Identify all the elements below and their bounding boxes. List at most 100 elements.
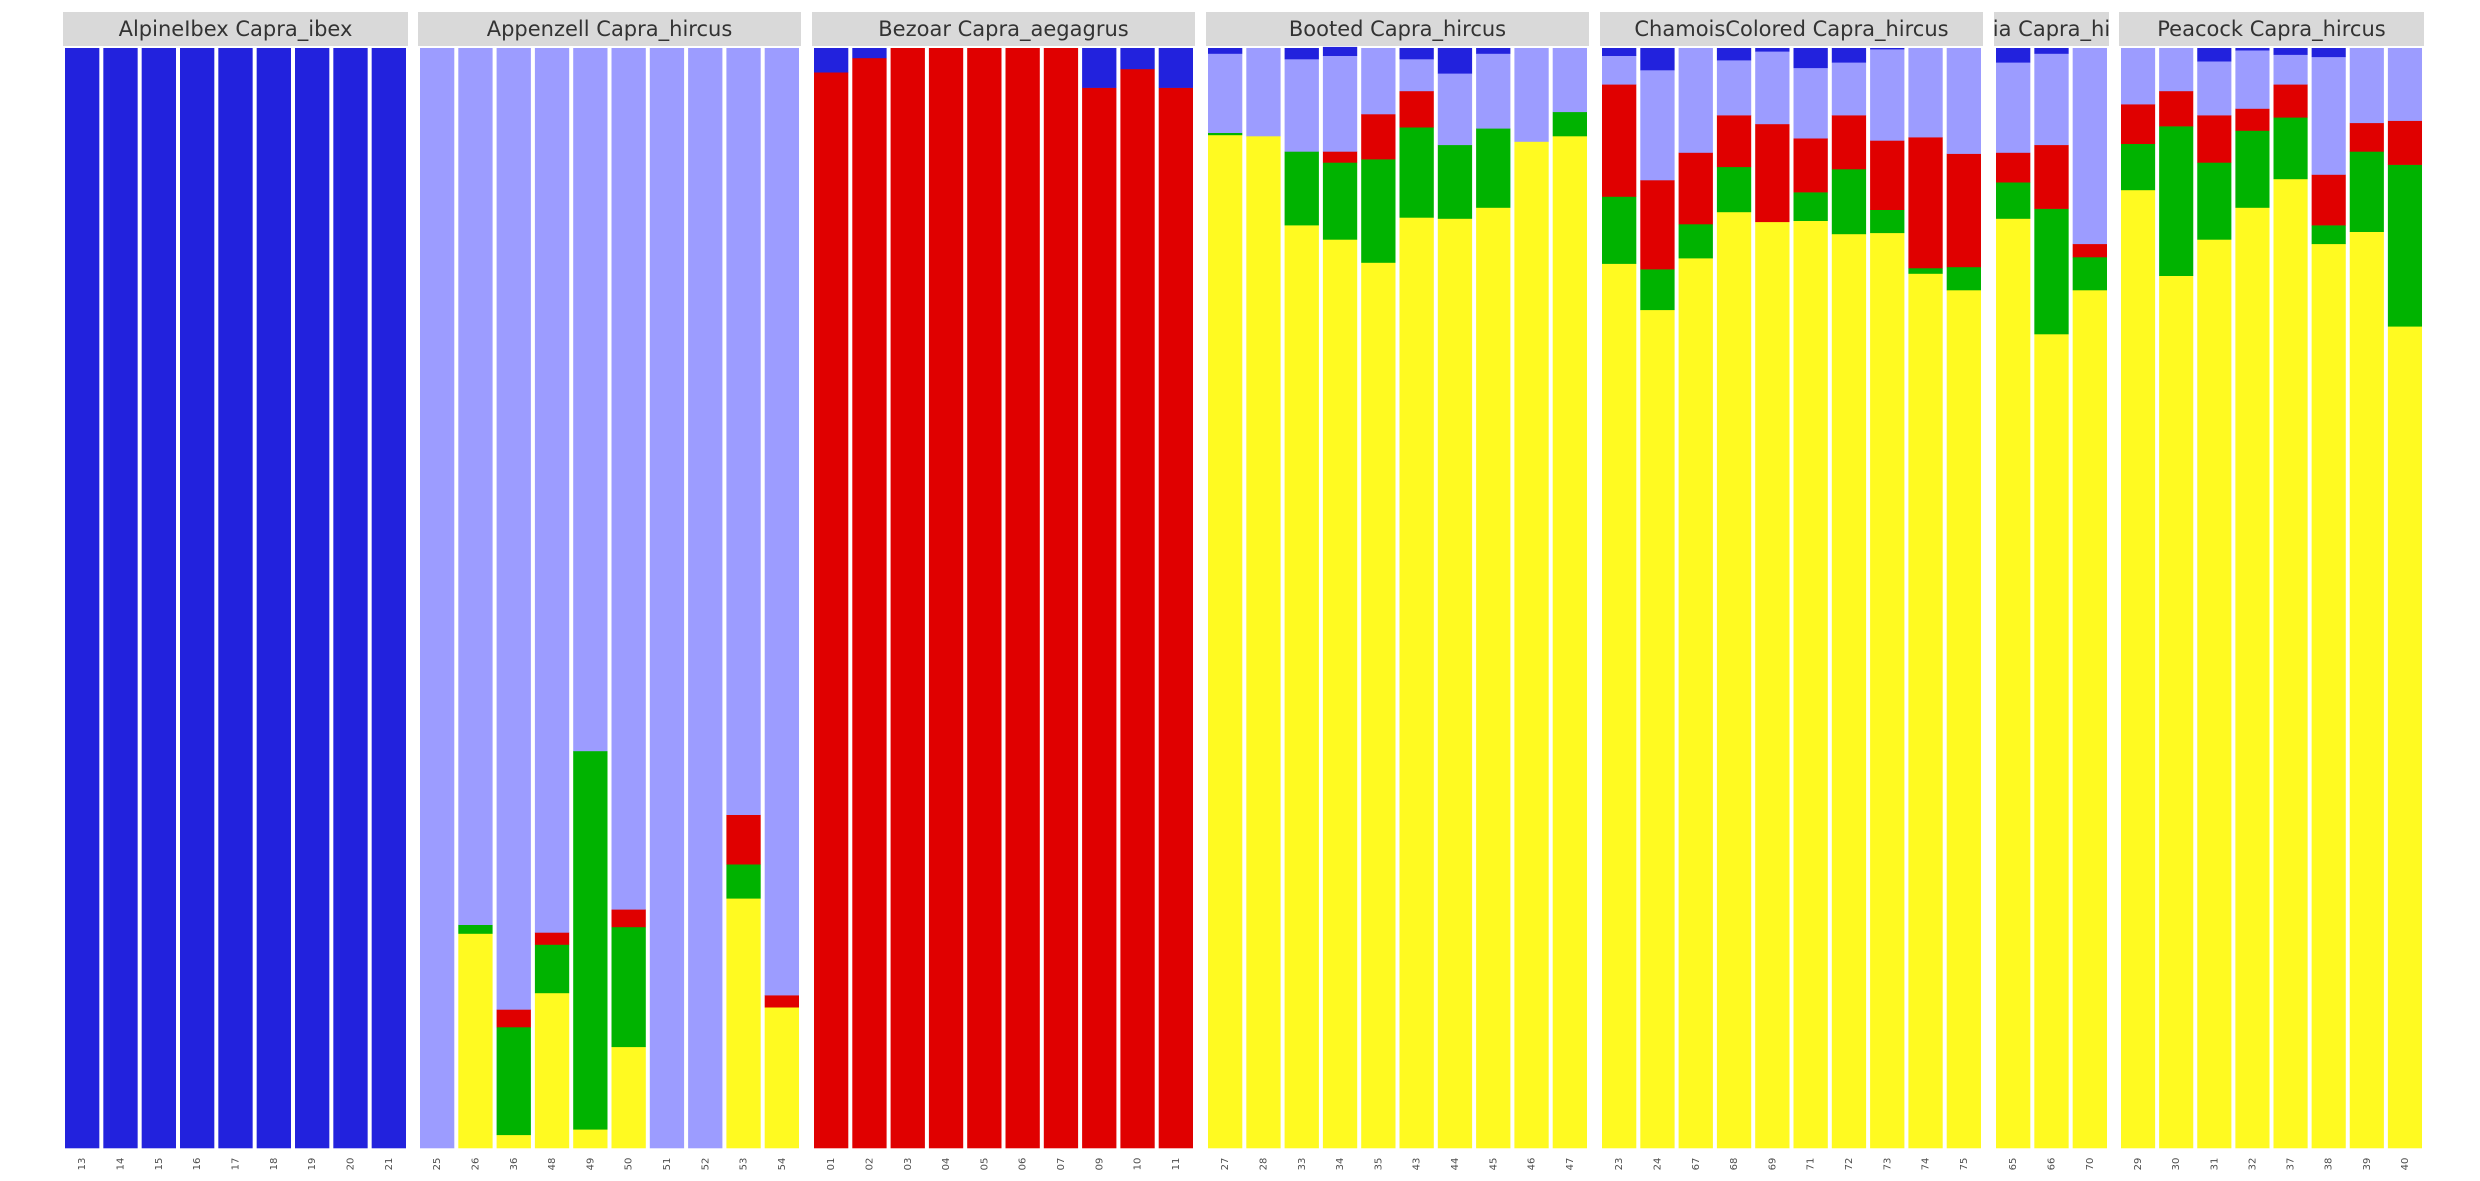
sample-bar (1246, 48, 1281, 1149)
x-tick-label: 50 (624, 1158, 635, 1171)
sample-bar (2387, 48, 2423, 1149)
x-tick-label: 21 (384, 1158, 395, 1171)
x-tick-label: 09 (1094, 1158, 1105, 1171)
sample-bar (218, 48, 253, 1149)
bar-segment-lightblue (726, 48, 761, 815)
sample-bar (1602, 48, 1637, 1149)
bar-segment-green (2273, 117, 2308, 180)
bar-segment-blue (2197, 48, 2232, 62)
sample-bar (256, 48, 291, 1149)
bar-segment-lightblue (2273, 54, 2308, 85)
x-tick-label: 48 (547, 1158, 558, 1171)
x-tick-label: 36 (509, 1158, 520, 1171)
x-tick-label: 29 (2133, 1158, 2144, 1171)
bar-segment-green (2072, 257, 2107, 291)
x-tick-label: 16 (192, 1158, 203, 1171)
x-tick-label: 40 (2400, 1158, 2411, 1171)
facet-strip (418, 12, 801, 46)
bar-segment-lightblue (1946, 48, 1981, 154)
bar-segment-lightblue (1996, 62, 2031, 153)
bar-segment-red (1908, 137, 1943, 269)
bar-segment-yellow (1678, 258, 1713, 1149)
bar-segment-yellow (2273, 178, 2308, 1149)
x-tick-label: 51 (662, 1158, 673, 1171)
bar-segment-lightblue (611, 48, 646, 910)
bar-segment-lightblue (1437, 73, 1473, 146)
x-tick-label: 67 (1691, 1158, 1702, 1171)
bar-segment-yellow (2159, 275, 2194, 1149)
bar-segment-yellow (1908, 273, 1943, 1149)
bar-segment-lightblue (2311, 56, 2346, 175)
bar-segment-yellow (1322, 239, 1358, 1149)
bar-segment-blue (295, 48, 330, 1149)
bar-segment-lightblue (1399, 59, 1434, 92)
bar-segment-yellow (2311, 243, 2346, 1149)
bar-segment-lightblue (1514, 48, 1549, 142)
bar-segment-yellow (611, 1046, 646, 1149)
facet-strip (812, 12, 1195, 46)
bar-segment-blue (141, 48, 176, 1149)
facet-strip-label: AlpineIbex Capra_ibex (119, 17, 353, 42)
bar-segment-green (573, 750, 608, 1130)
bar-segment-green (1284, 151, 1319, 226)
bar-segment-lightblue (1678, 48, 1713, 153)
bar-segment-lightblue (2159, 48, 2194, 92)
bar-segment-red (1870, 140, 1905, 210)
bar-segment-green (2121, 143, 2156, 191)
bar-segment-red (1678, 152, 1713, 225)
x-tick-label: 17 (231, 1158, 242, 1171)
bar-segment-lightblue (1208, 53, 1243, 133)
bar-segment-yellow (1514, 141, 1549, 1149)
x-tick-label: 32 (2247, 1158, 2258, 1171)
sample-bar (1793, 48, 1828, 1149)
bar-segment-red (1793, 138, 1828, 193)
sample-bar (2349, 48, 2384, 1149)
x-tick-label: 13 (77, 1158, 88, 1171)
sample-bar (371, 48, 406, 1149)
bar-segment-yellow (1476, 207, 1511, 1149)
bar-segment-red (2159, 90, 2194, 127)
bar-segment-lightblue (2235, 50, 2270, 109)
bar-segment-yellow (1437, 218, 1473, 1149)
sample-bar (65, 48, 100, 1149)
sample-bar (534, 48, 570, 1149)
bar-segment-blue (1870, 48, 1905, 50)
bar-segment-red (2387, 120, 2423, 165)
x-tick-label: 71 (1806, 1158, 1817, 1171)
bar-segment-blue (1602, 48, 1637, 56)
bar-segment-green (1476, 128, 1511, 208)
sample-bar (1678, 48, 1713, 1149)
facet-strip (1600, 12, 1983, 46)
x-tick-label: 47 (1565, 1158, 1576, 1171)
bar-segment-green (534, 944, 570, 994)
bar-segment-green (1793, 192, 1828, 221)
sample-bar (928, 48, 964, 1149)
bar-segment-red (726, 814, 761, 865)
bar-segment-lightblue (1908, 48, 1943, 138)
bar-segment-red (1716, 115, 1752, 168)
bar-segment-yellow (1946, 290, 1981, 1149)
sample-bar (2197, 48, 2232, 1149)
x-tick-label: 20 (346, 1158, 357, 1171)
bar-segment-yellow (1246, 136, 1281, 1149)
sample-bar (496, 48, 531, 1149)
facet-strip-label: Peacock Capra_hircus (2157, 17, 2385, 42)
x-tick-label: 75 (1959, 1158, 1970, 1171)
sample-bar (967, 48, 1002, 1149)
sample-bar (1946, 48, 1981, 1149)
sample-bar (2159, 48, 2194, 1149)
bar-segment-lightblue (1716, 60, 1752, 116)
bar-segment-red (2197, 115, 2232, 163)
sample-bar (2121, 48, 2156, 1149)
bar-segment-green (1908, 268, 1943, 274)
sample-bar (1716, 48, 1752, 1149)
sample-bar (1361, 48, 1396, 1149)
bar-segment-green (1946, 266, 1981, 291)
bar-segment-yellow (534, 992, 570, 1149)
bar-segment-green (496, 1027, 531, 1136)
x-tick-label: 39 (2362, 1158, 2373, 1171)
bar-segment-yellow (2034, 334, 2069, 1149)
bar-segment-green (726, 864, 761, 899)
bar-segment-lightblue (1755, 51, 1790, 125)
x-tick-label: 46 (1527, 1158, 1538, 1171)
